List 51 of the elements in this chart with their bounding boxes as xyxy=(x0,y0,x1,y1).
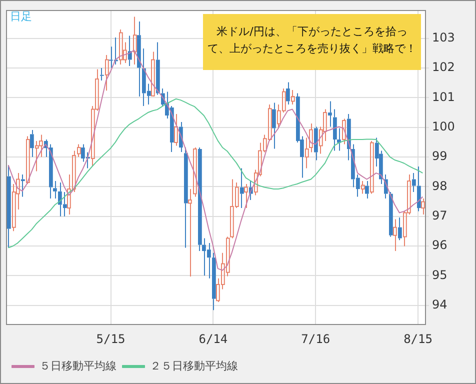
candlestick xyxy=(333,108,337,152)
x-tick-label: 7/16 xyxy=(301,332,330,346)
y-tick-label: 101 xyxy=(432,90,455,104)
y-tick-label: 94 xyxy=(432,297,448,312)
candlestick xyxy=(240,168,244,209)
candlestick xyxy=(188,188,192,278)
candlestick xyxy=(53,180,57,200)
y-tick-label: 98 xyxy=(432,178,448,193)
y-tick-label: 102 xyxy=(432,60,455,74)
candlestick xyxy=(212,252,216,311)
y-tick-label: 96 xyxy=(432,238,448,252)
x-tick-label: 6/14 xyxy=(198,332,228,346)
y-tick-label: 103 xyxy=(432,30,455,44)
candlestick xyxy=(286,82,290,106)
candlestick xyxy=(314,126,318,161)
candlestick xyxy=(398,217,402,241)
candlestick xyxy=(421,198,425,216)
candlestick xyxy=(137,20,141,98)
candlestick xyxy=(309,123,313,153)
x-tick-label: 8/15 xyxy=(404,332,432,346)
candlestick xyxy=(328,100,332,128)
candlestick xyxy=(198,147,202,252)
candlestick xyxy=(393,218,397,252)
candlestick xyxy=(389,192,393,238)
candlestick xyxy=(305,137,309,169)
x-tick-label: 5/15 xyxy=(96,332,126,346)
candlestick xyxy=(365,180,369,200)
candlestick xyxy=(7,164,11,248)
candlestick xyxy=(105,54,109,92)
candlestick xyxy=(417,166,421,212)
candlestick xyxy=(244,184,248,209)
candlestick xyxy=(174,114,178,146)
candlestick xyxy=(156,42,160,96)
legend-label: ５日移動平均線 xyxy=(40,359,116,372)
candlestick xyxy=(184,147,188,248)
y-tick-label: 97 xyxy=(432,208,448,222)
y-tick-label: 100 xyxy=(432,119,455,134)
candlestick xyxy=(100,68,104,81)
y-tick-label: 95 xyxy=(432,268,448,282)
annotation: 日足 xyxy=(10,9,32,24)
candlestick xyxy=(39,134,43,158)
candlestick xyxy=(35,140,39,172)
candlestick xyxy=(323,108,327,142)
candlestick xyxy=(291,89,295,106)
legend-label: ２５日移動平均線 xyxy=(150,359,238,372)
candlestick xyxy=(30,130,34,158)
annotation: 米ドル/円は、「下がったところを拾って、上がったところを売り抜く」戦略で！ xyxy=(203,14,421,70)
candlestick xyxy=(412,172,416,193)
candlestick xyxy=(133,16,137,65)
y-tick-label: 99 xyxy=(432,149,448,164)
candlestick xyxy=(272,102,276,150)
